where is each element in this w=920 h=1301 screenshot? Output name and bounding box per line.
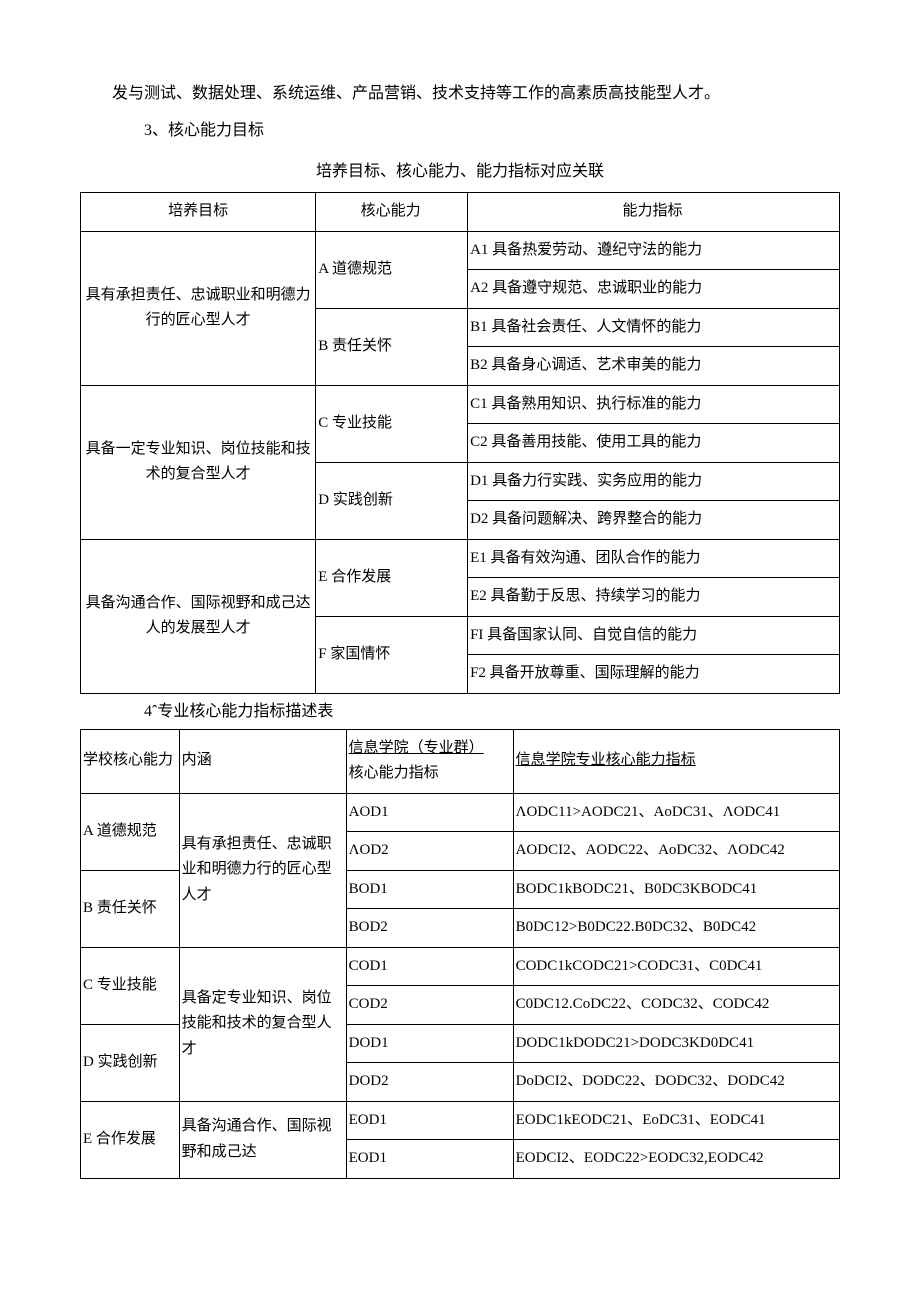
cell-ind: AODCI2、AODC22、AoDC32、ΛODC42	[513, 832, 839, 871]
cell-indicator: A1 具备热爱劳动、遵纪守法的能力	[468, 231, 840, 270]
cell-grp: BOD1	[346, 870, 513, 909]
cell-indicator: D1 具备力行实践、实务应用的能力	[468, 462, 840, 501]
cell-ind: EODCI2、EODC22>EODC32,EODC42	[513, 1140, 839, 1179]
table-header-row: 学校核心能力 内涵 信息学院（专业群） 核心能力指标 信息学院专业核心能力指标	[81, 729, 840, 793]
cell-indicator: A2 具备遵守规范、忠诚职业的能力	[468, 270, 840, 309]
cell-grp: EOD1	[346, 1101, 513, 1140]
table-row: 具备沟通合作、国际视野和成己达人的发展型人才 E 合作发展 E1 具备有效沟通、…	[81, 539, 840, 578]
cell-grp: EOD1	[346, 1140, 513, 1179]
cell-goal: 具有承担责任、忠诚职业和明德力行的匠心型人才	[81, 231, 316, 385]
cell-grp: BOD2	[346, 909, 513, 948]
th-group-core: 信息学院（专业群） 核心能力指标	[346, 729, 513, 793]
table-row: 具备一定专业知识、岗位技能和技术的复合型人才 C 专业技能 C1 具备熟用知识、…	[81, 385, 840, 424]
cell-core: B 责任关怀	[316, 308, 468, 385]
th-neihan: 内涵	[179, 729, 346, 793]
th-school-core: 学校核心能力	[81, 729, 180, 793]
cell-core: D 实践创新	[316, 462, 468, 539]
cell-ind: C0DC12.CoDC22、CODC32、CODC42	[513, 986, 839, 1025]
table1-title: 培养目标、核心能力、能力指标对应关联	[80, 158, 840, 187]
section-4-heading: 4ˆ专业核心能力指标描述表	[80, 698, 840, 727]
table-row: A 道德规范 具有承担责任、忠诚职业和明德力行的匠心型人才 AOD1 ΛODC1…	[81, 793, 840, 832]
cell-ind: EODC1kEODC21、EoDC31、EODC41	[513, 1101, 839, 1140]
cell-grp: ΛOD2	[346, 832, 513, 871]
cell-ind: DoDCI2、DODC22、DODC32、DODC42	[513, 1063, 839, 1102]
cell-indicator: E2 具备勤于反思、持续学习的能力	[468, 578, 840, 617]
table-goal-core-indicator: 培养目标 核心能力 能力指标 具有承担责任、忠诚职业和明德力行的匠心型人才 A …	[80, 192, 840, 694]
cell-indicator: D2 具备问题解决、跨界整合的能力	[468, 501, 840, 540]
cell-neihan: 具有承担责任、忠诚职业和明德力行的匠心型人才	[179, 793, 346, 947]
cell-grp: COD1	[346, 947, 513, 986]
cell-core: F 家国情怀	[316, 616, 468, 693]
cell-school: C 专业技能	[81, 947, 180, 1024]
th-sub: 核心能力指标	[349, 765, 439, 781]
cell-school: B 责任关怀	[81, 870, 180, 947]
cell-indicator: F2 具备开放尊重、国际理解的能力	[468, 655, 840, 694]
th-goal: 培养目标	[81, 193, 316, 232]
table-row: E 合作发展 具备沟通合作、国际视野和成己达 EOD1 EODC1kEODC21…	[81, 1101, 840, 1140]
table-header-row: 培养目标 核心能力 能力指标	[81, 193, 840, 232]
cell-neihan: 具备沟通合作、国际视野和成己达	[179, 1101, 346, 1178]
cell-goal: 具备沟通合作、国际视野和成己达人的发展型人才	[81, 539, 316, 693]
cell-indicator: C1 具备熟用知识、执行标准的能力	[468, 385, 840, 424]
th-underline: 信息学院专业核心能力指标	[516, 752, 696, 768]
cell-school: D 实践创新	[81, 1024, 180, 1101]
cell-core: C 专业技能	[316, 385, 468, 462]
cell-indicator: B1 具备社会责任、人文情怀的能力	[468, 308, 840, 347]
cell-indicator: E1 具备有效沟通、团队合作的能力	[468, 539, 840, 578]
cell-grp: DOD1	[346, 1024, 513, 1063]
th-prof-core: 信息学院专业核心能力指标	[513, 729, 839, 793]
table-professional-core: 学校核心能力 内涵 信息学院（专业群） 核心能力指标 信息学院专业核心能力指标 …	[80, 729, 840, 1179]
cell-school: A 道德规范	[81, 793, 180, 870]
cell-ind: ΛODC11>AODC21、AoDC31、ΛODC41	[513, 793, 839, 832]
th-core: 核心能力	[316, 193, 468, 232]
section-3-heading: 3、核心能力目标	[80, 117, 840, 146]
cell-ind: B0DC12>B0DC22.B0DC32、B0DC42	[513, 909, 839, 948]
cell-indicator: C2 具备善用技能、使用工具的能力	[468, 424, 840, 463]
cell-indicator: B2 具备身心调适、艺术审美的能力	[468, 347, 840, 386]
cell-ind: DODC1kDODC21>DODC3KD0DC41	[513, 1024, 839, 1063]
table-row: C 专业技能 具备定专业知识、岗位技能和技术的复合型人才 COD1 CODC1k…	[81, 947, 840, 986]
cell-ind: BODC1kBODC21、B0DC3KBODC41	[513, 870, 839, 909]
cell-core: A 道德规范	[316, 231, 468, 308]
cell-indicator: FI 具备国家认同、自觉自信的能力	[468, 616, 840, 655]
cell-goal: 具备一定专业知识、岗位技能和技术的复合型人才	[81, 385, 316, 539]
cell-grp: COD2	[346, 986, 513, 1025]
intro-paragraph: 发与测试、数据处理、系统运维、产品营销、技术支持等工作的高素质高技能型人才。	[80, 80, 840, 109]
th-indicator: 能力指标	[468, 193, 840, 232]
cell-ind: CODC1kCODC21>CODC31、C0DC41	[513, 947, 839, 986]
th-underline: 信息学院（专业群）	[349, 740, 484, 756]
table-row: 具有承担责任、忠诚职业和明德力行的匠心型人才 A 道德规范 A1 具备热爱劳动、…	[81, 231, 840, 270]
cell-school: E 合作发展	[81, 1101, 180, 1178]
cell-core: E 合作发展	[316, 539, 468, 616]
cell-grp: DOD2	[346, 1063, 513, 1102]
cell-grp: AOD1	[346, 793, 513, 832]
cell-neihan: 具备定专业知识、岗位技能和技术的复合型人才	[179, 947, 346, 1101]
